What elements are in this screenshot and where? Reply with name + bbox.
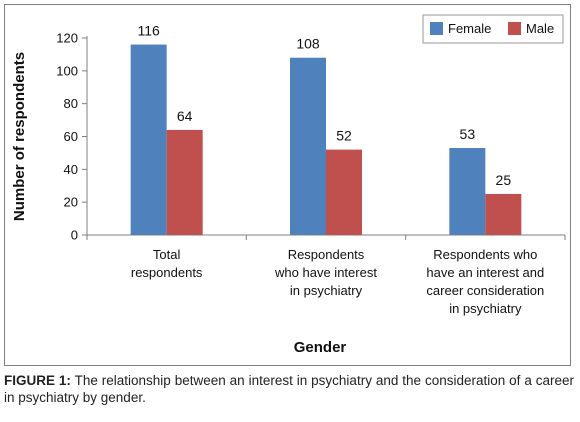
legend-swatch-female — [430, 22, 443, 35]
data-label: 25 — [496, 172, 512, 188]
legend-label-female: Female — [448, 21, 491, 36]
bar-male — [326, 149, 362, 235]
y-axis-title: Number of respondents — [11, 52, 28, 221]
data-label: 52 — [336, 128, 352, 144]
caption-label: FIGURE 1: — [4, 373, 71, 388]
bar-female — [290, 57, 326, 236]
y-tick-label: 80 — [64, 96, 78, 111]
figure-caption: FIGURE 1: The relationship between an in… — [4, 372, 574, 406]
data-label: 116 — [138, 23, 161, 39]
x-category-label: Respondents who have interest in psychiatr… — [274, 247, 377, 298]
bar-male — [485, 193, 522, 235]
y-tick-label: 40 — [64, 162, 78, 177]
bar-chart: 0 20 40 60 80 100 120 116 64 Total respondents 108 5… — [11, 14, 566, 356]
x-category-label: Total respondents — [131, 247, 203, 280]
y-tick-label: 60 — [64, 129, 78, 144]
legend-swatch-male — [508, 22, 521, 35]
data-label: 108 — [296, 36, 320, 52]
bar-female — [449, 147, 486, 235]
legend-label-male: Male — [526, 21, 554, 36]
y-tick-label: 100 — [56, 63, 78, 78]
bar-female — [130, 44, 167, 235]
data-label: 53 — [460, 126, 476, 142]
y-tick-label: 20 — [64, 195, 78, 210]
caption-text: The relationship between an interest in … — [4, 373, 574, 405]
x-axis-title: Gender — [294, 339, 347, 356]
data-label: 64 — [177, 108, 193, 124]
bar-male — [166, 129, 203, 235]
y-tick-label: 0 — [71, 228, 78, 243]
y-tick-label: 120 — [56, 31, 78, 46]
x-category-label: Respondents who have an interest and caree… — [426, 247, 544, 316]
legend-box — [422, 14, 564, 44]
